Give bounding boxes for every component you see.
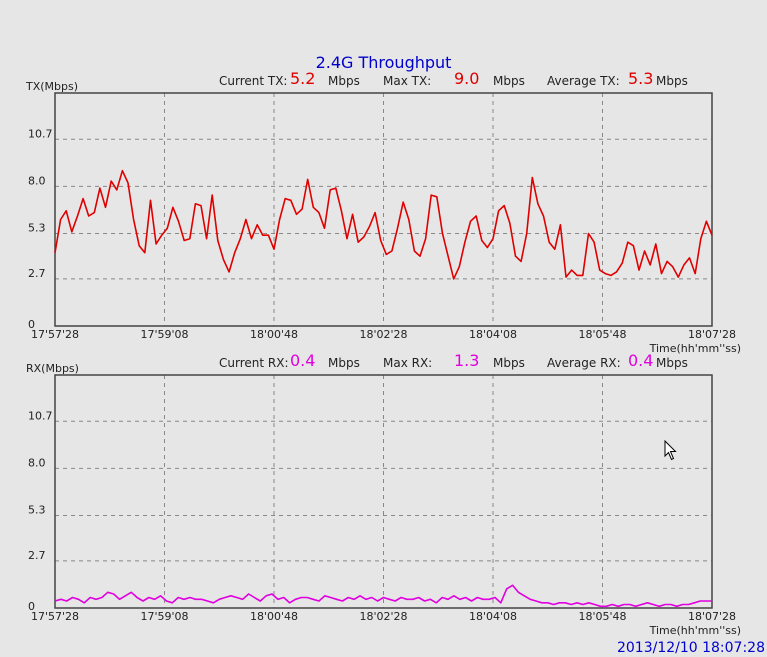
rx-y-tick-label: 0 (28, 600, 35, 613)
rx-avg-value: 0.4 (628, 351, 654, 370)
rx-current-label: Current RX: (219, 356, 289, 370)
rx-current-value: 0.4 (290, 351, 316, 370)
rx-y-tick-label: 10.7 (28, 409, 53, 422)
rx-x-tick-label: 18'07'28 (688, 610, 736, 623)
timestamp: 2013/12/10 18:07:28 (616, 640, 765, 656)
rx-max-unit: Mbps (493, 356, 525, 370)
rx-y-tick-label: 8.0 (28, 456, 46, 469)
rx-y-tick-label: 2.7 (28, 549, 46, 562)
tx-avg-label: Average TX: (547, 74, 620, 88)
rx-max-value: 1.3 (454, 351, 480, 370)
rx-plot-frame (54, 374, 713, 609)
tx-y-tick-label: 0 (28, 318, 35, 331)
tx-x-axis-label: Time(hh'mm''ss) (649, 342, 741, 355)
rx-y-tick-label: 5.3 (28, 503, 46, 516)
tx-x-tick-label: 17'59'08 (140, 328, 188, 341)
rx-x-tick-label: 17'59'08 (140, 610, 188, 623)
tx-y-tick-label: 2.7 (28, 267, 46, 280)
tx-plot-frame (54, 92, 713, 327)
tx-y-axis-label: TX(Mbps) (25, 80, 78, 93)
tx-x-tick-label: 17'57'28 (31, 328, 79, 341)
rx-x-tick-label: 17'57'28 (31, 610, 79, 623)
rx-avg-unit: Mbps (656, 356, 688, 370)
rx-x-tick-label: 18'02'28 (359, 610, 407, 623)
tx-y-tick-label: 8.0 (28, 174, 46, 187)
tx-max-value: 9.0 (454, 69, 480, 88)
rx-x-tick-label: 18'04'08 (469, 610, 517, 623)
rx-series-line (54, 584, 712, 608)
tx-x-tick-label: 18'07'28 (688, 328, 736, 341)
tx-y-tick-label: 10.7 (28, 127, 53, 140)
tx-current-label: Current TX: (219, 74, 288, 88)
tx-series-line (54, 169, 713, 280)
tx-x-tick-label: 18'02'28 (359, 328, 407, 341)
tx-y-tick-label: 5.3 (28, 221, 46, 234)
rx-x-tick-label: 18'00'48 (250, 610, 298, 623)
mouse-pointer-icon (664, 440, 677, 461)
tx-max-unit: Mbps (493, 74, 525, 88)
tx-avg-value: 5.3 (628, 69, 654, 88)
rx-x-tick-label: 18'05'48 (578, 610, 626, 623)
tx-x-tick-label: 18'00'48 (250, 328, 298, 341)
chart-title: 2.4G Throughput (315, 53, 452, 72)
rx-x-axis-label: Time(hh'mm''ss) (649, 624, 741, 637)
tx-x-tick-label: 18'05'48 (578, 328, 626, 341)
tx-current-value: 5.2 (290, 69, 316, 88)
tx-max-label: Max TX: (383, 74, 432, 88)
tx-x-tick-label: 18'04'08 (469, 328, 517, 341)
rx-current-unit: Mbps (328, 356, 360, 370)
rx-avg-label: Average RX: (547, 356, 621, 370)
rx-max-label: Max RX: (383, 356, 433, 370)
rx-y-axis-label: RX(Mbps) (26, 362, 79, 375)
tx-current-unit: Mbps (328, 74, 360, 88)
tx-avg-unit: Mbps (656, 74, 688, 88)
